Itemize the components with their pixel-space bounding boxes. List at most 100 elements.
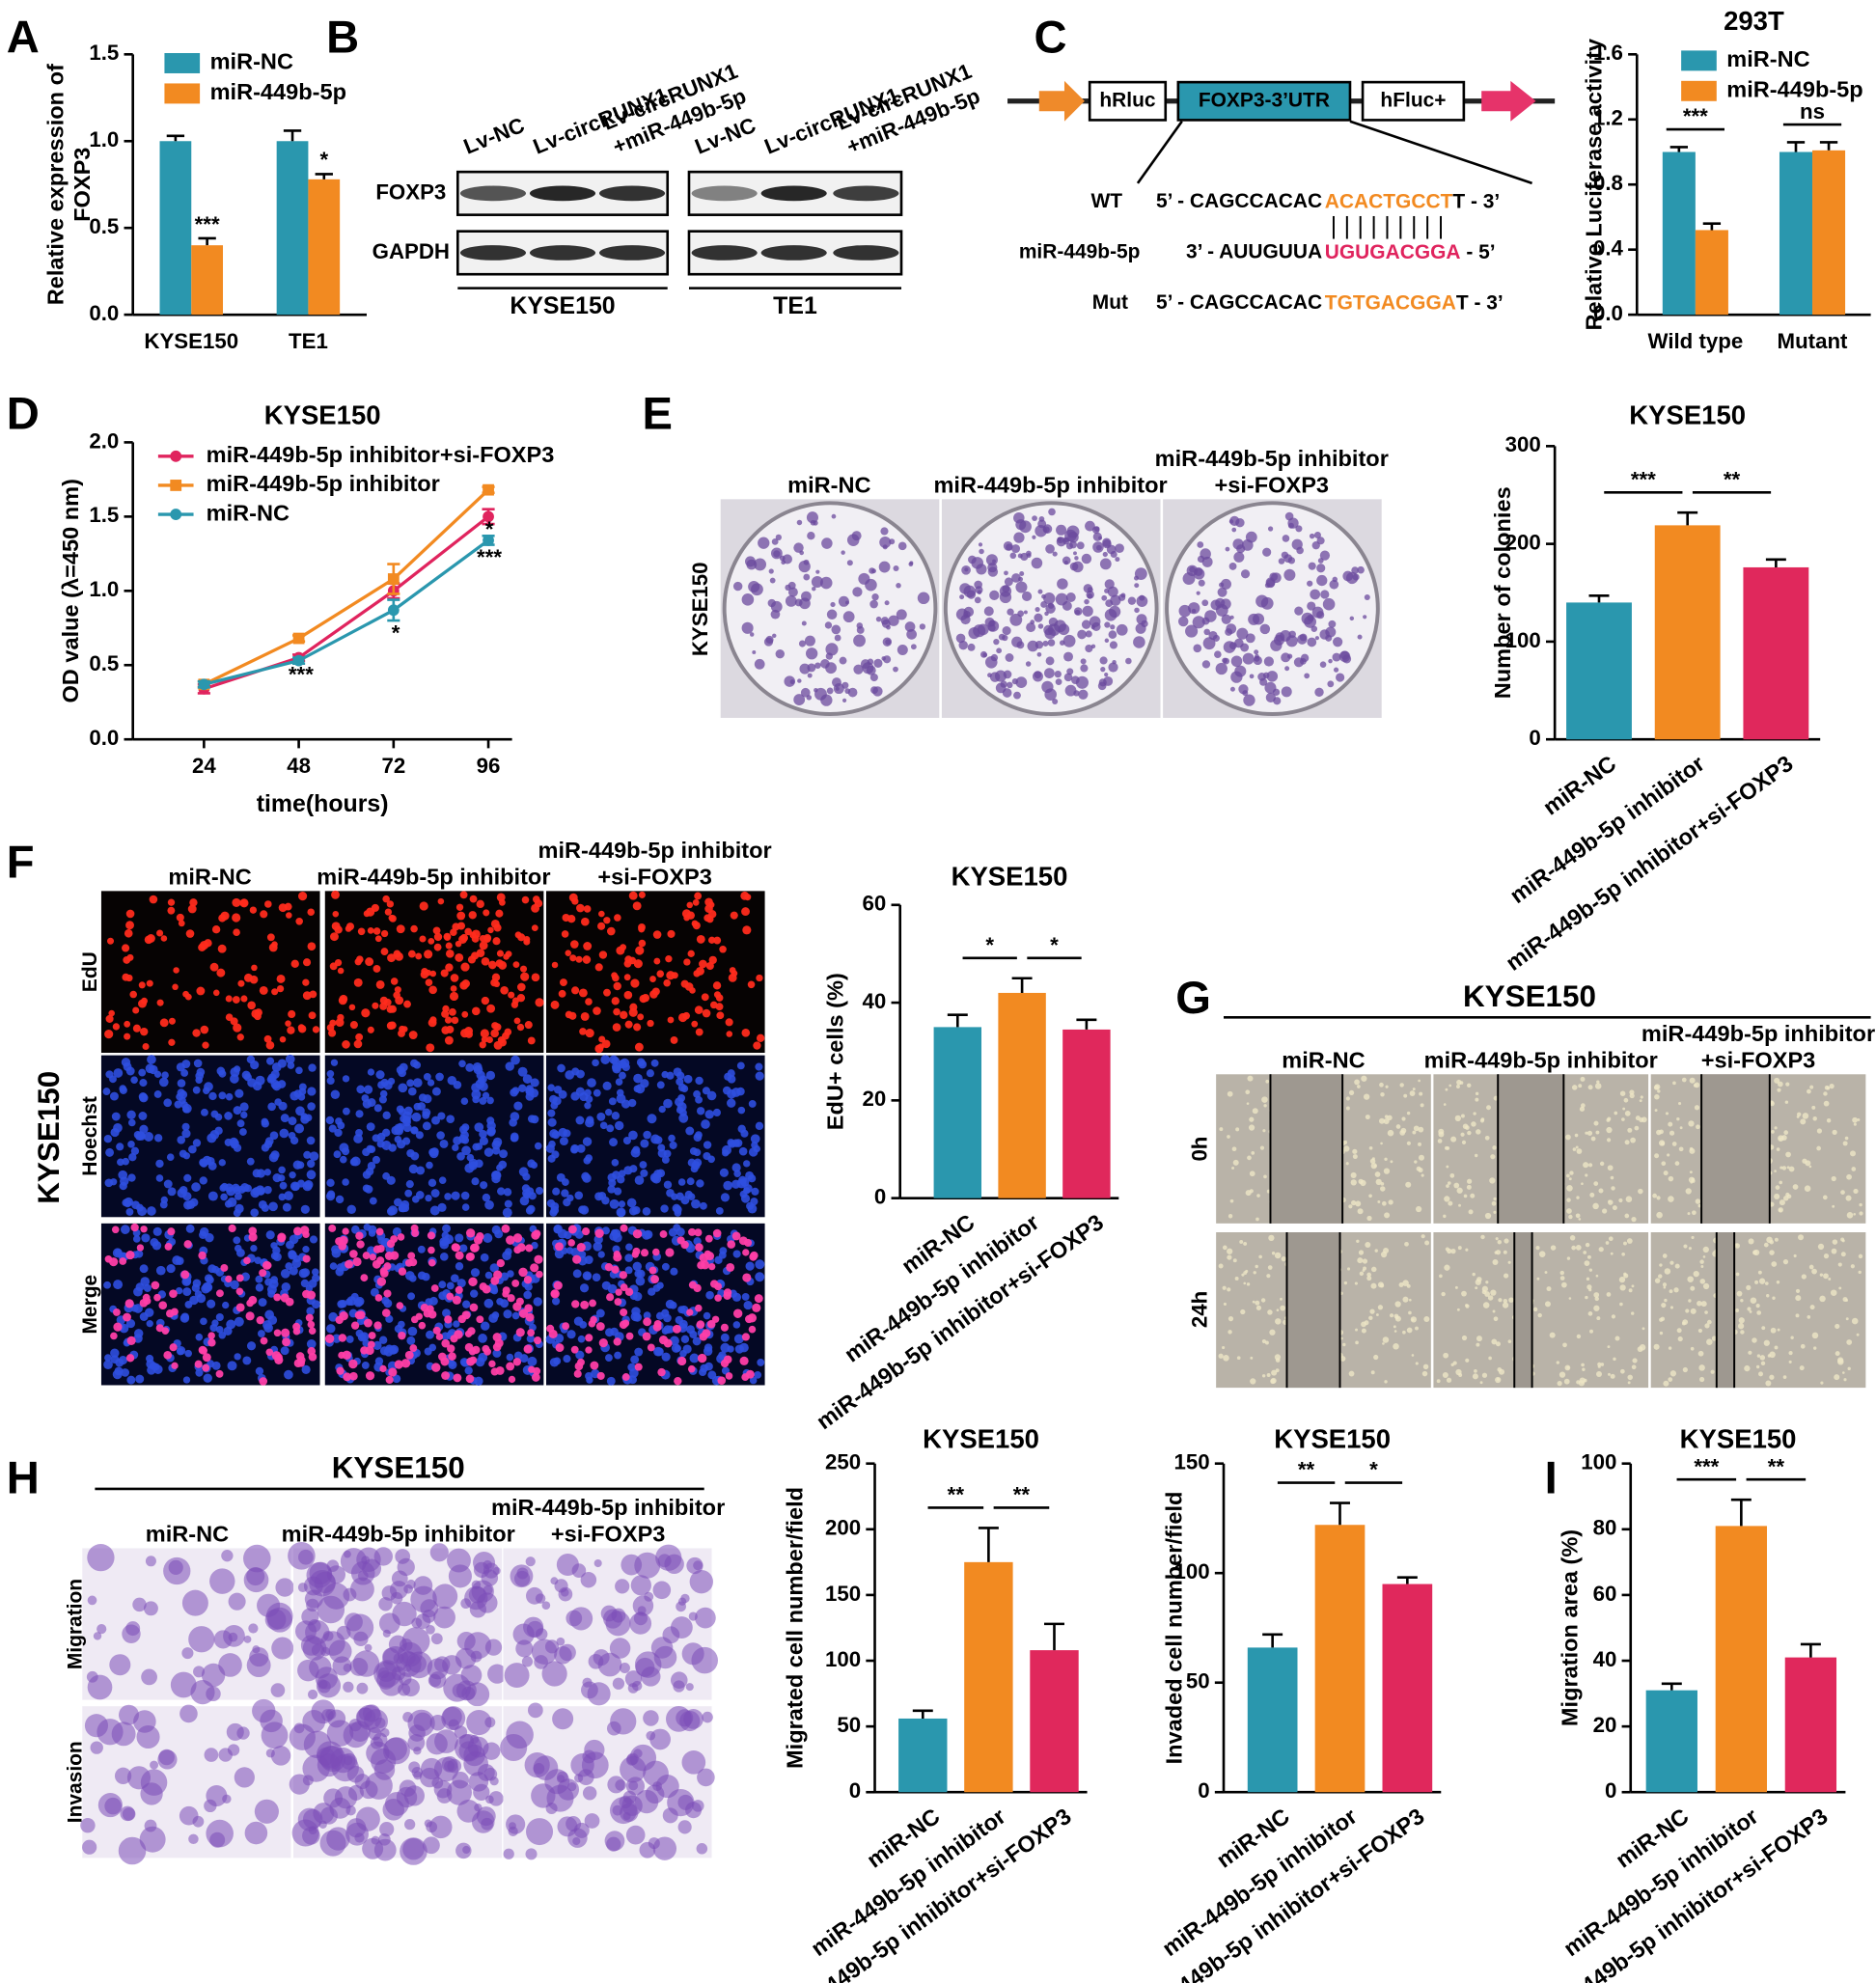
cell [615, 1121, 623, 1130]
cell [1485, 1281, 1488, 1283]
cell [1032, 558, 1043, 569]
cell [112, 1226, 120, 1233]
significance: * [485, 517, 494, 541]
cell [1846, 1339, 1852, 1345]
cell [1374, 1165, 1377, 1168]
cell [611, 972, 618, 978]
cell [207, 1338, 215, 1346]
cell [1539, 1251, 1546, 1257]
cell [1082, 554, 1091, 564]
cell [1276, 1368, 1280, 1372]
cell [350, 1021, 358, 1029]
cell [269, 1153, 279, 1163]
cell [116, 1143, 124, 1150]
cell [1748, 1351, 1752, 1355]
cell [263, 1186, 271, 1194]
cell [196, 987, 205, 996]
cell [411, 1127, 418, 1134]
cell [1551, 1245, 1557, 1251]
cell [1219, 1127, 1223, 1131]
cell [599, 1338, 608, 1347]
cell [1664, 1299, 1667, 1302]
cell [721, 1360, 729, 1367]
cell [209, 1568, 234, 1593]
cell [1366, 1273, 1371, 1278]
cell [894, 565, 899, 571]
cell [428, 1674, 441, 1687]
error-bar [1766, 560, 1786, 567]
error-bar [1677, 512, 1697, 525]
cell [1676, 1117, 1679, 1120]
cell [481, 1029, 489, 1037]
cell [1357, 1085, 1361, 1088]
cell [1807, 1315, 1810, 1319]
y-tick-label: 0.0 [89, 726, 119, 750]
cell [273, 1173, 282, 1182]
cell [481, 1321, 489, 1330]
cell [1098, 537, 1102, 540]
arrow [1039, 81, 1085, 122]
cell [1364, 1093, 1369, 1099]
cell [307, 1087, 316, 1095]
panel-letter: A [7, 11, 40, 62]
cell [1582, 1368, 1585, 1371]
cell [152, 1241, 161, 1250]
cell [1389, 1199, 1393, 1204]
cell [738, 1125, 746, 1133]
cell [1494, 1316, 1499, 1321]
cell [439, 1176, 447, 1184]
cell [1407, 1142, 1411, 1145]
cell [160, 1018, 169, 1027]
cell [573, 1269, 582, 1278]
significance: * [985, 933, 994, 957]
cell [714, 1294, 722, 1302]
cell [897, 645, 908, 655]
cell [713, 937, 721, 945]
cell [1586, 1284, 1591, 1289]
cell [1090, 616, 1101, 627]
y-tick-label: 0.0 [89, 301, 119, 325]
cell [281, 1346, 290, 1355]
cell [1565, 1135, 1571, 1141]
cell [484, 1147, 493, 1156]
cell [1253, 1108, 1258, 1114]
cell [412, 1767, 423, 1777]
cell [1246, 532, 1257, 543]
cell [469, 1357, 477, 1364]
cell [1779, 1181, 1782, 1185]
cell [749, 1147, 758, 1156]
cell [156, 1324, 164, 1332]
cell [1846, 1196, 1852, 1201]
bar [1383, 1584, 1433, 1793]
legend-swatch [1681, 50, 1717, 70]
cell [120, 1182, 127, 1190]
cell [213, 990, 220, 997]
cell [607, 927, 616, 936]
cell [1465, 1125, 1470, 1130]
cell [620, 1308, 627, 1316]
cell [1383, 1248, 1389, 1253]
cell [820, 694, 832, 705]
cell [1480, 1235, 1484, 1239]
cell [1464, 1195, 1468, 1198]
cell [1227, 1249, 1232, 1254]
cell [497, 1259, 505, 1267]
cell [1202, 660, 1210, 668]
cell [428, 938, 434, 945]
cell [620, 944, 626, 950]
cell [1401, 1128, 1407, 1134]
cell [560, 978, 567, 986]
cell [716, 1207, 724, 1215]
cell [104, 1798, 122, 1815]
cell [1092, 541, 1104, 553]
cell [423, 1094, 431, 1103]
cell [739, 1147, 748, 1156]
cell [458, 1060, 466, 1067]
cell [218, 914, 226, 922]
bar [934, 1027, 981, 1198]
cell [1576, 1196, 1579, 1198]
cell [1461, 1115, 1465, 1118]
cell [206, 1820, 234, 1848]
cell [748, 1313, 757, 1322]
cell [327, 1559, 340, 1572]
